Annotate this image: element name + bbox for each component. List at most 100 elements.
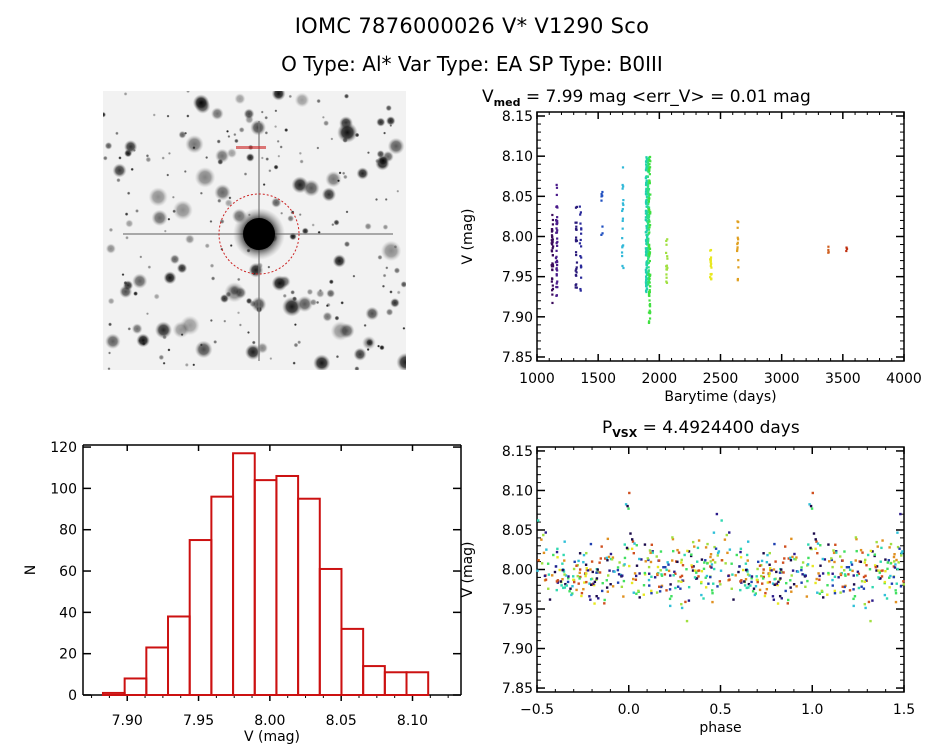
data-point — [647, 210, 650, 213]
data-point — [550, 277, 554, 280]
page-title: IOMC 7876000026 V* V1290 Sco — [294, 14, 650, 38]
star — [209, 263, 215, 268]
data-point — [665, 273, 668, 276]
data-point — [883, 580, 887, 584]
data-point — [801, 573, 804, 576]
y-tick-label: 7.85 — [502, 350, 533, 366]
data-point — [687, 585, 691, 589]
x-tick-label: 1000 — [519, 371, 555, 387]
star — [302, 179, 320, 197]
star — [334, 315, 340, 321]
data-point — [556, 222, 559, 225]
star — [389, 290, 393, 294]
data-point — [899, 585, 903, 588]
data-point — [833, 575, 837, 578]
data-point — [647, 206, 651, 209]
data-point — [736, 241, 739, 244]
star — [131, 323, 143, 335]
data-point — [662, 566, 665, 569]
star — [204, 243, 210, 249]
data-point — [700, 558, 704, 561]
data-point — [624, 503, 628, 506]
data-point — [804, 574, 807, 577]
y-tick-label: 8.00 — [502, 230, 533, 246]
star — [107, 367, 111, 370]
data-point — [860, 580, 864, 583]
data-point — [736, 242, 739, 246]
data-point — [579, 245, 583, 248]
data-point — [579, 289, 582, 292]
data-point — [736, 277, 739, 281]
data-point — [672, 549, 675, 553]
data-point — [574, 221, 577, 224]
star — [105, 333, 121, 350]
phased-curve-title-subscript: VSX — [612, 427, 638, 440]
data-point — [686, 549, 689, 553]
data-point — [739, 580, 742, 583]
data-point — [575, 286, 578, 289]
data-point — [622, 198, 625, 202]
data-point — [600, 199, 603, 202]
data-point — [649, 193, 652, 196]
data-point — [564, 574, 568, 577]
star — [326, 288, 336, 298]
data-point — [892, 575, 895, 579]
x-tick-label: 1.5 — [893, 702, 915, 718]
data-point — [789, 559, 793, 562]
data-point — [719, 569, 723, 572]
data-point — [647, 185, 650, 188]
data-point — [869, 549, 873, 553]
data-point — [709, 276, 712, 279]
data-point — [571, 584, 574, 588]
data-point — [644, 275, 648, 278]
x-tick-label: 4000 — [886, 371, 922, 387]
data-point — [616, 581, 620, 584]
star — [331, 223, 335, 227]
data-point — [603, 602, 606, 605]
star — [292, 361, 296, 365]
data-point — [648, 155, 652, 159]
star — [389, 124, 393, 128]
data-point — [584, 574, 587, 578]
data-point — [647, 203, 650, 206]
data-point — [848, 568, 852, 572]
data-point — [709, 264, 712, 268]
data-point — [894, 563, 897, 566]
data-point — [859, 560, 863, 564]
data-point — [645, 167, 648, 170]
data-point — [902, 583, 906, 586]
data-point — [620, 585, 624, 589]
y-tick-label: 8.05 — [502, 523, 533, 539]
data-point — [695, 571, 698, 574]
data-point — [680, 606, 684, 610]
data-point — [697, 539, 701, 542]
data-point — [848, 589, 852, 592]
data-point — [896, 531, 899, 534]
data-point — [606, 590, 610, 593]
data-point — [563, 573, 566, 576]
data-point — [646, 198, 650, 202]
data-point — [621, 207, 624, 211]
data-point — [754, 592, 757, 595]
star — [107, 297, 115, 305]
star — [243, 172, 248, 176]
data-point — [630, 581, 634, 585]
data-point — [740, 581, 743, 584]
data-point — [648, 166, 652, 169]
data-point — [726, 551, 729, 555]
data-point — [650, 591, 653, 595]
data-point — [562, 553, 565, 557]
star — [151, 209, 168, 227]
star — [178, 130, 187, 139]
data-point — [589, 542, 593, 546]
data-point — [628, 564, 631, 568]
star — [167, 348, 171, 352]
data-point — [575, 225, 578, 228]
data-point — [852, 604, 855, 608]
data-point — [800, 568, 803, 572]
data-point — [595, 594, 598, 598]
data-point — [555, 588, 558, 592]
star — [145, 156, 152, 163]
data-point — [647, 256, 650, 259]
y-tick-label: 7.90 — [502, 642, 533, 658]
